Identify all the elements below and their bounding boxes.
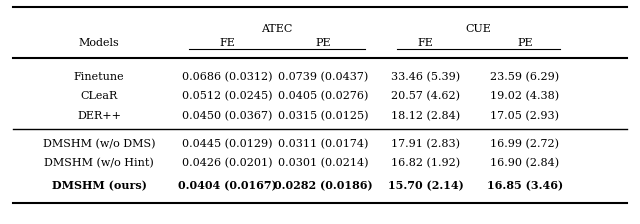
Text: 0.0512 (0.0245): 0.0512 (0.0245) bbox=[182, 91, 273, 101]
Text: 19.02 (4.38): 19.02 (4.38) bbox=[490, 91, 559, 101]
Text: FE: FE bbox=[220, 38, 235, 47]
Text: Models: Models bbox=[79, 38, 120, 47]
Text: Finetune: Finetune bbox=[74, 72, 125, 82]
Text: 33.46 (5.39): 33.46 (5.39) bbox=[391, 71, 460, 82]
Text: 0.0739 (0.0437): 0.0739 (0.0437) bbox=[278, 71, 369, 82]
Text: CUE: CUE bbox=[465, 24, 492, 34]
Text: DMSHM (w/o DMS): DMSHM (w/o DMS) bbox=[43, 139, 156, 149]
Text: PE: PE bbox=[316, 38, 331, 47]
Text: 15.70 (2.14): 15.70 (2.14) bbox=[388, 180, 463, 192]
Text: PE: PE bbox=[517, 38, 532, 47]
Text: 0.0282 (0.0186): 0.0282 (0.0186) bbox=[274, 180, 372, 192]
Text: 16.82 (1.92): 16.82 (1.92) bbox=[391, 158, 460, 169]
Text: 23.59 (6.29): 23.59 (6.29) bbox=[490, 71, 559, 82]
Text: 17.91 (2.83): 17.91 (2.83) bbox=[391, 139, 460, 149]
Text: 0.0445 (0.0129): 0.0445 (0.0129) bbox=[182, 139, 273, 149]
Text: 0.0426 (0.0201): 0.0426 (0.0201) bbox=[182, 158, 273, 169]
Text: FE: FE bbox=[418, 38, 433, 47]
Text: 0.0686 (0.0312): 0.0686 (0.0312) bbox=[182, 71, 273, 82]
Text: 0.0450 (0.0367): 0.0450 (0.0367) bbox=[182, 111, 273, 121]
Text: 0.0301 (0.0214): 0.0301 (0.0214) bbox=[278, 158, 369, 169]
Text: 17.05 (2.93): 17.05 (2.93) bbox=[490, 111, 559, 121]
Text: 0.0405 (0.0276): 0.0405 (0.0276) bbox=[278, 91, 369, 101]
Text: 18.12 (2.84): 18.12 (2.84) bbox=[391, 111, 460, 121]
Text: 0.0404 (0.0167): 0.0404 (0.0167) bbox=[178, 180, 276, 192]
Text: DER++: DER++ bbox=[77, 111, 121, 121]
Text: 0.0311 (0.0174): 0.0311 (0.0174) bbox=[278, 139, 369, 149]
Text: ATEC: ATEC bbox=[261, 24, 292, 34]
Text: 0.0315 (0.0125): 0.0315 (0.0125) bbox=[278, 111, 369, 121]
Text: 16.99 (2.72): 16.99 (2.72) bbox=[490, 139, 559, 149]
Text: 16.85 (3.46): 16.85 (3.46) bbox=[487, 180, 563, 192]
Text: 16.90 (2.84): 16.90 (2.84) bbox=[490, 158, 559, 169]
Text: CLeaR: CLeaR bbox=[81, 91, 118, 101]
Text: 20.57 (4.62): 20.57 (4.62) bbox=[391, 91, 460, 101]
Text: DMSHM (w/o Hint): DMSHM (w/o Hint) bbox=[44, 158, 154, 169]
Text: DMSHM (ours): DMSHM (ours) bbox=[52, 180, 147, 192]
